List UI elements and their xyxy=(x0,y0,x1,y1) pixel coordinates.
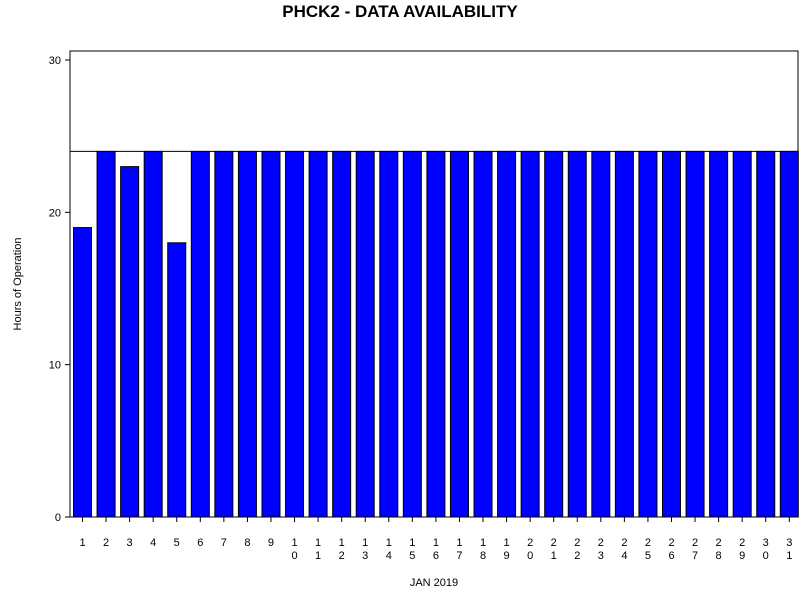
bar xyxy=(544,150,564,518)
bar xyxy=(473,150,493,518)
bar xyxy=(332,150,352,518)
bar xyxy=(120,166,140,518)
bar xyxy=(638,150,658,518)
y-tick-label: 0 xyxy=(55,512,61,524)
bar xyxy=(402,150,422,518)
bar xyxy=(143,150,163,518)
bar xyxy=(662,150,681,518)
bar xyxy=(261,150,281,518)
x-tick-label: 5 xyxy=(174,537,180,549)
y-axis: 0 10 20 30 xyxy=(49,55,70,524)
chart-title: PHCK2 - DATA AVAILABILITY xyxy=(282,2,518,21)
y-tick-label: 30 xyxy=(49,55,61,67)
bar xyxy=(709,150,729,518)
x-axis: 1 2 3 4 5 6 7 8 9 1 01 11 21 31 41 51 61 71 81 92 02 12 22 32 42… xyxy=(79,517,792,562)
bar xyxy=(285,150,305,518)
bar xyxy=(96,150,116,518)
x-tick-label: 9 xyxy=(268,537,274,549)
bar xyxy=(614,150,634,518)
y-axis-label: Hours of Operation xyxy=(12,238,24,331)
bar xyxy=(732,150,752,518)
bar xyxy=(237,150,257,518)
x-tick-label: 2 xyxy=(103,537,109,549)
bar xyxy=(567,150,587,518)
bar xyxy=(190,150,210,518)
bar xyxy=(73,227,92,518)
x-tick-label: 8 xyxy=(244,537,250,549)
bar xyxy=(756,150,776,518)
bar xyxy=(449,150,469,518)
bar xyxy=(426,150,446,518)
x-tick-label: 3 xyxy=(127,537,133,549)
y-tick-label: 10 xyxy=(49,360,61,372)
bar xyxy=(685,150,705,518)
bars-group xyxy=(73,150,799,518)
bar xyxy=(520,150,540,518)
x-tick-label: 1 xyxy=(79,537,85,549)
bar xyxy=(497,150,517,518)
bar xyxy=(167,242,187,518)
x-axis-label: JAN 2019 xyxy=(410,577,458,589)
x-tick-label: 4 xyxy=(150,537,156,549)
bar xyxy=(379,150,399,518)
bar xyxy=(308,150,328,518)
bar xyxy=(214,150,234,518)
x-tick-label: 7 xyxy=(221,537,227,549)
bar xyxy=(591,150,611,518)
bar xyxy=(355,150,375,518)
x-tick-label: 6 xyxy=(197,537,203,549)
y-tick-label: 20 xyxy=(49,207,61,219)
bar xyxy=(779,150,799,518)
